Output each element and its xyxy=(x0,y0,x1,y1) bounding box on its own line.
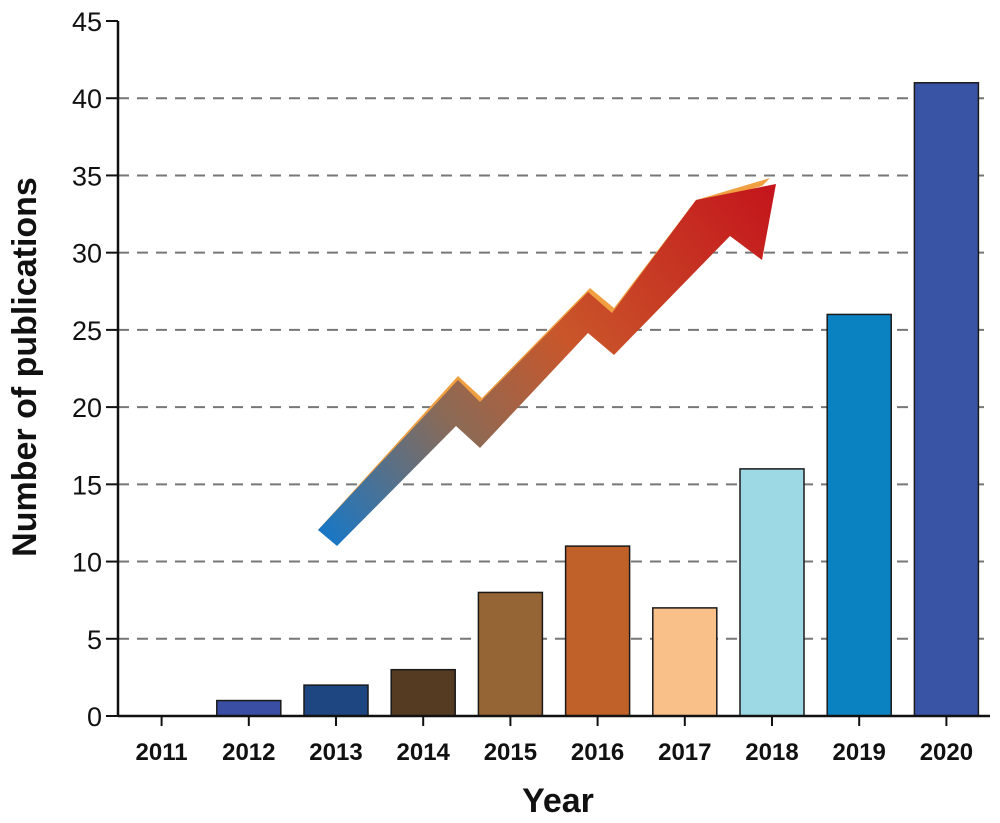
x-tick-label-2018: 2018 xyxy=(745,739,798,766)
bar-2017 xyxy=(652,607,718,717)
y-tick-label: 15 xyxy=(72,470,102,500)
bar-2013 xyxy=(303,684,369,717)
x-axis-ticks: 2011 2012 2013 2014 2015 2016 2017 2018 2019 2020 xyxy=(136,716,973,766)
y-tick-label: 25 xyxy=(72,316,102,346)
bar-2015 xyxy=(477,591,544,717)
bar-2018 xyxy=(739,468,805,717)
y-tick-label: 30 xyxy=(72,239,102,269)
y-tick-label: 45 xyxy=(72,7,102,37)
bar-2012 xyxy=(216,699,282,717)
x-tick-label-2017: 2017 xyxy=(658,739,711,766)
y-tick-label: 10 xyxy=(72,548,102,578)
x-tick-label-2014: 2014 xyxy=(397,739,451,766)
x-tick-label-2020: 2020 xyxy=(920,739,973,766)
axes xyxy=(116,21,990,718)
bar-2016 xyxy=(564,545,631,717)
y-tick-label: 20 xyxy=(72,393,102,423)
trend-arrow-body xyxy=(318,184,776,546)
bar-2014 xyxy=(390,668,456,717)
y-tick-label: 35 xyxy=(72,161,102,191)
x-axis-title: Year xyxy=(522,782,594,820)
y-tick-label: 0 xyxy=(87,702,102,732)
trend-arrow xyxy=(318,178,776,546)
y-tick-label: 40 xyxy=(72,84,102,114)
x-tick-label-2013: 2013 xyxy=(309,739,362,766)
y-tick-label: 5 xyxy=(87,625,102,655)
x-tick-label-2016: 2016 xyxy=(571,739,624,766)
y-axis-title: Number of publications xyxy=(6,177,44,557)
x-tick-label-2019: 2019 xyxy=(833,739,886,766)
x-tick-label-2015: 2015 xyxy=(484,739,537,766)
y-axis-ticks: 0 5 10 15 20 25 30 35 40 45 xyxy=(72,7,118,732)
bar-2020 xyxy=(913,82,980,717)
bars xyxy=(216,82,980,717)
bar-2019 xyxy=(826,313,892,717)
x-tick-label-2012: 2012 xyxy=(222,739,275,766)
x-tick-label-2011: 2011 xyxy=(136,739,188,766)
